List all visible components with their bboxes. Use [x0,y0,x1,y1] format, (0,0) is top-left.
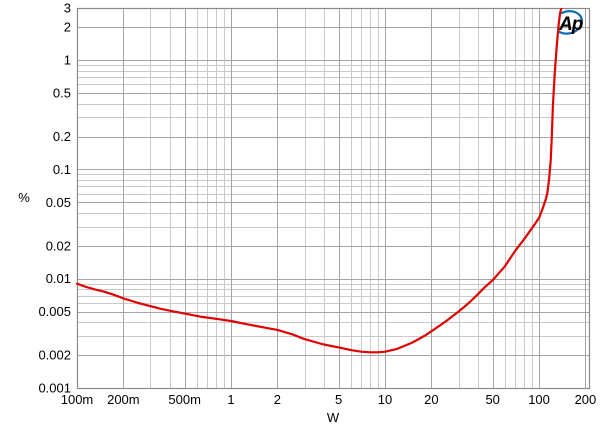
x-tick-label: 200 [575,392,597,407]
y-tick-label: 0.05 [46,195,71,210]
x-tick-label: 2 [274,392,281,407]
x-tick-label: 100 [528,392,550,407]
y-tick-label: 0.002 [38,348,71,363]
x-tick-label: 200m [107,392,140,407]
y-tick-label: 0.5 [53,86,71,101]
y-tick-label: 1 [64,53,71,68]
y-tick-label: 0.1 [53,162,71,177]
x-tick-label: 10 [378,392,392,407]
x-tick-label: 500m [168,392,201,407]
y-tick-label: 0.02 [46,238,71,253]
x-tick-label: 1 [227,392,234,407]
audio-precision-logo: Ap [556,10,584,35]
x-tick-label: 100m [61,392,94,407]
y-tick-label: 0.005 [38,304,71,319]
y-axis-label: % [18,190,30,205]
y-tick-label: 3 [64,1,71,16]
logo-swoosh [556,10,584,35]
x-tick-label: 50 [485,392,499,407]
plot-frame [76,7,591,390]
y-tick-label: 0.01 [46,271,71,286]
x-tick-label: 20 [424,392,438,407]
grid-minor [77,8,589,388]
y-tick-label: 2 [64,20,71,35]
logo-text: Ap [558,14,583,35]
x-axis-label: W [327,410,340,425]
y-tick-labels: 3 2 1 0.5 0.2 0.1 0.05 0.02 0.01 0.005 0.002 0.001 [38,1,71,396]
x-tick-labels: 100m 200m 500m 1 2 5 10 20 50 100 200 [61,392,597,407]
y-tick-label: 0.2 [53,129,71,144]
x-tick-label: 5 [335,392,342,407]
y-tick-label: 0.001 [38,381,71,396]
thd-curve [76,8,563,354]
